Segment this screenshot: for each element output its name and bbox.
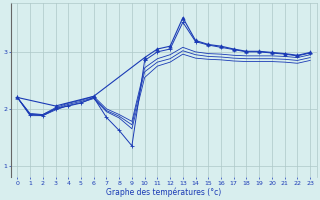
X-axis label: Graphe des températures (°c): Graphe des températures (°c) [106,187,221,197]
